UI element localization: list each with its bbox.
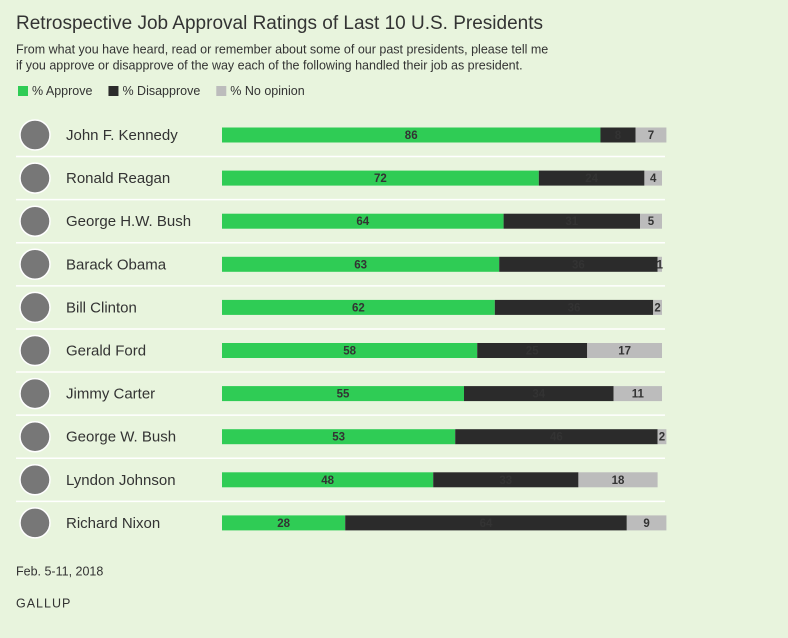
bar-segment xyxy=(345,515,627,531)
bar-segment xyxy=(587,343,662,358)
bar-segment xyxy=(222,170,539,186)
bar-segment xyxy=(644,170,662,186)
bar-segment xyxy=(494,299,654,315)
value-label: 58 xyxy=(343,346,356,358)
bar-segment xyxy=(613,386,662,402)
value-label: 11 xyxy=(632,389,645,401)
value-label: 25 xyxy=(526,346,539,358)
bar-segment xyxy=(222,213,504,229)
value-label: 64 xyxy=(356,216,369,228)
legend-swatch xyxy=(18,86,28,96)
value-label: 86 xyxy=(405,130,418,142)
bar-segment xyxy=(222,472,434,488)
bar-segment xyxy=(503,213,640,229)
bar-segment xyxy=(222,515,346,531)
bar-segment xyxy=(222,299,495,315)
category-label: George W. Bush xyxy=(66,429,176,446)
portrait xyxy=(19,420,51,453)
category-label: Jimmy Carter xyxy=(66,386,155,403)
portrait xyxy=(19,464,51,496)
value-label: 63 xyxy=(354,259,367,271)
value-label: 48 xyxy=(321,475,334,487)
value-label: 28 xyxy=(277,518,290,530)
value-label: 33 xyxy=(499,475,512,487)
value-label: 72 xyxy=(374,173,387,185)
portrait xyxy=(19,205,51,237)
portrait xyxy=(19,377,51,410)
category-label: Lyndon Johnson xyxy=(66,472,176,489)
bar-segment xyxy=(464,386,614,402)
category-label: Richard Nixon xyxy=(66,515,160,532)
portrait xyxy=(19,119,51,151)
bar-segment xyxy=(635,127,667,143)
bar-segment xyxy=(657,429,667,445)
chart-title: Retrospective Job Approval Ratings of La… xyxy=(16,13,543,34)
portrait xyxy=(19,248,51,281)
category-label: Ronald Reagan xyxy=(66,170,170,187)
value-label: 62 xyxy=(352,302,365,314)
bar-segment xyxy=(222,386,464,402)
bar-segment xyxy=(222,127,601,143)
subtitle: From what you have heard, read or rememb… xyxy=(16,42,548,56)
bar-segment xyxy=(578,472,658,488)
value-label: 2 xyxy=(659,432,665,444)
category-label: Gerald Ford xyxy=(66,342,146,359)
legend-swatch xyxy=(108,86,119,96)
value-label: 7 xyxy=(648,130,654,142)
value-label: 2 xyxy=(654,302,660,314)
value-label: 5 xyxy=(648,216,655,228)
category-label: George H.W. Bush xyxy=(66,213,191,230)
value-label: 17 xyxy=(618,346,631,358)
source: GALLUP xyxy=(16,596,71,610)
portrait xyxy=(19,162,51,194)
bar-segment xyxy=(455,429,658,445)
value-label: 1 xyxy=(657,259,664,271)
portrait xyxy=(19,334,51,367)
bar-segment xyxy=(433,472,579,488)
value-label: 46 xyxy=(550,432,563,444)
value-label: 36 xyxy=(568,302,581,314)
bar-segment xyxy=(499,256,658,272)
category-label: Barack Obama xyxy=(66,256,167,273)
value-label: 55 xyxy=(337,389,350,401)
bar-segment xyxy=(222,343,478,358)
value-label: 9 xyxy=(643,518,649,530)
bar-segment xyxy=(657,256,662,272)
bar-segment xyxy=(538,170,645,186)
value-label: 18 xyxy=(612,475,625,487)
portrait xyxy=(19,291,51,324)
value-label: 4 xyxy=(650,173,657,185)
subtitle: if you approve or disapprove of the way … xyxy=(16,58,523,72)
category-label: John F. Kennedy xyxy=(66,127,178,144)
date-note: Feb. 5-11, 2018 xyxy=(16,564,103,578)
value-label: 24 xyxy=(585,173,598,185)
value-label: 31 xyxy=(565,216,578,228)
legend-swatch xyxy=(216,86,227,96)
legend-label: % Disapprove xyxy=(122,84,200,98)
value-label: 64 xyxy=(480,518,493,530)
bar-segment xyxy=(653,299,662,315)
bar-segment xyxy=(600,127,636,143)
category-label: Bill Clinton xyxy=(66,299,137,316)
legend-label: % No opinion xyxy=(230,84,304,98)
bar-segment xyxy=(626,515,667,531)
portrait xyxy=(19,507,51,539)
bar-segment xyxy=(640,213,662,229)
value-label: 34 xyxy=(532,389,545,401)
bar-segment xyxy=(477,343,588,358)
value-label: 53 xyxy=(332,432,345,444)
bar-segment xyxy=(222,256,500,272)
legend-label: % Approve xyxy=(32,84,93,98)
bar-segment xyxy=(222,429,456,445)
value-label: 36 xyxy=(572,259,585,271)
value-label: 8 xyxy=(615,130,622,142)
